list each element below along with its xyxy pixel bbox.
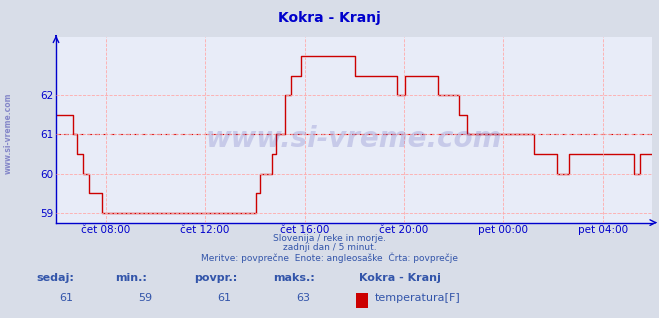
Text: maks.:: maks.: (273, 273, 315, 283)
Text: 63: 63 (296, 293, 310, 302)
Text: min.:: min.: (115, 273, 147, 283)
Text: povpr.:: povpr.: (194, 273, 238, 283)
Text: Kokra - Kranj: Kokra - Kranj (278, 11, 381, 25)
Text: www.si-vreme.com: www.si-vreme.com (206, 125, 502, 153)
Text: 61: 61 (217, 293, 231, 302)
Text: zadnji dan / 5 minut.: zadnji dan / 5 minut. (283, 243, 376, 252)
Text: www.si-vreme.com: www.si-vreme.com (3, 93, 13, 174)
Text: 59: 59 (138, 293, 152, 302)
Text: Kokra - Kranj: Kokra - Kranj (359, 273, 441, 283)
Text: Slovenija / reke in morje.: Slovenija / reke in morje. (273, 234, 386, 243)
Text: temperatura[F]: temperatura[F] (374, 293, 460, 302)
Text: Meritve: povprečne  Enote: angleosaške  Črta: povprečje: Meritve: povprečne Enote: angleosaške Čr… (201, 253, 458, 263)
Text: sedaj:: sedaj: (36, 273, 74, 283)
Text: 61: 61 (59, 293, 73, 302)
